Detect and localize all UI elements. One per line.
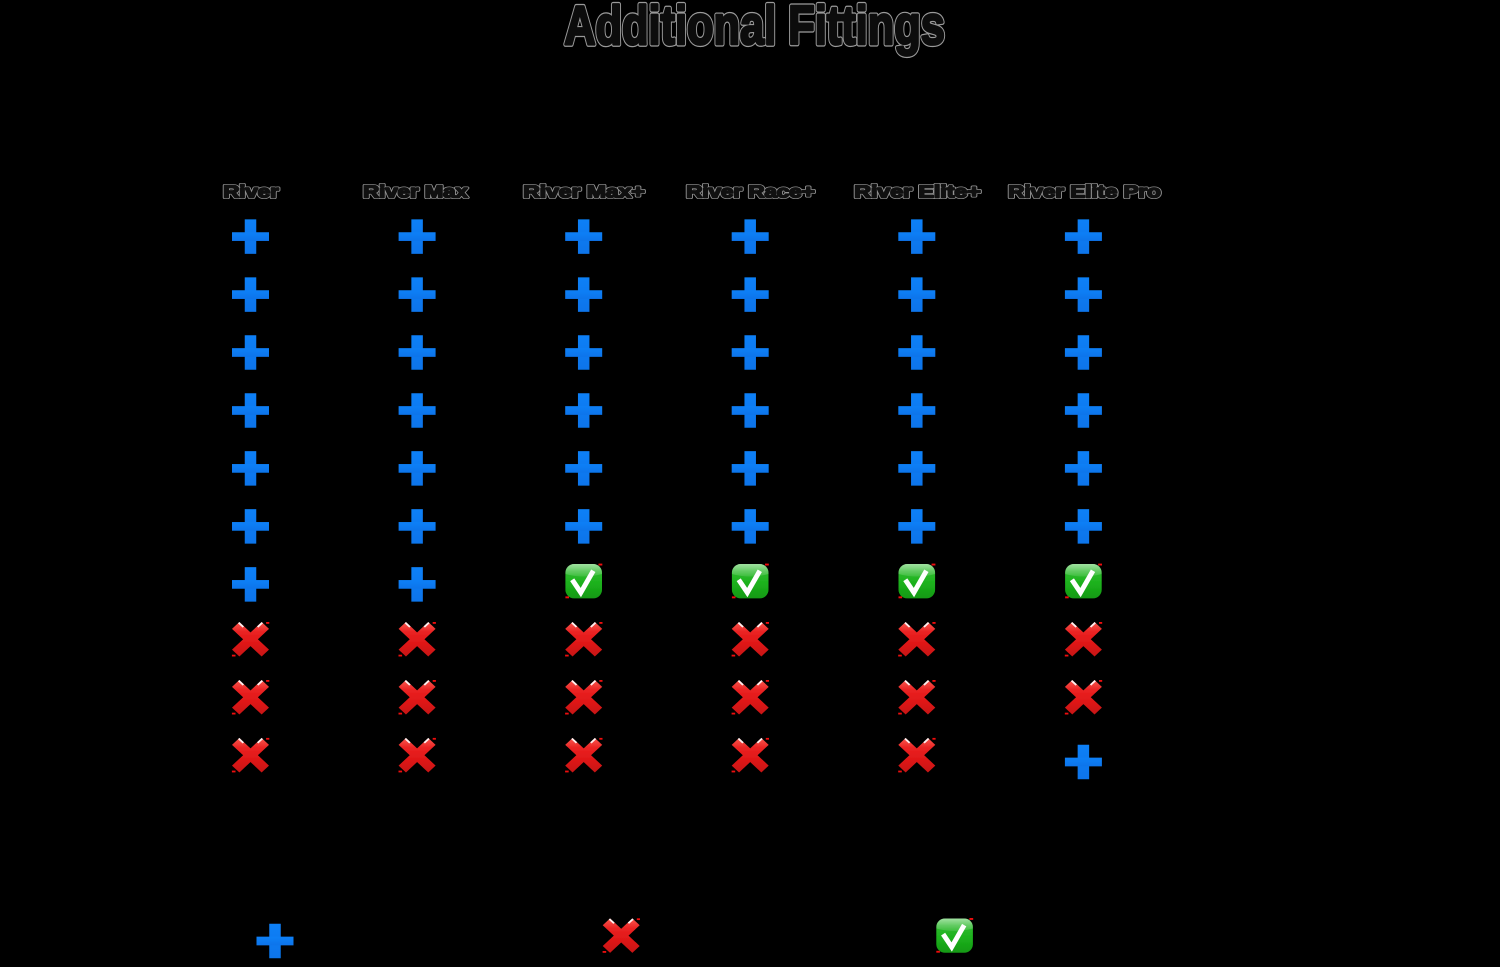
svg-text:River Race+: River Race+ <box>686 183 815 202</box>
svg-text:River Elite Pro: River Elite Pro <box>1008 183 1161 202</box>
svg-text:Additional Fittings: Additional Fittings <box>564 0 945 56</box>
svg-text:River Max+: River Max+ <box>523 183 645 202</box>
svg-text:River Elite+: River Elite+ <box>854 182 980 202</box>
svg-text:River Elite+: River Elite+ <box>854 182 980 202</box>
svg-text:River: River <box>223 183 279 202</box>
svg-text:River Max: River Max <box>363 182 468 201</box>
svg-text:River Elite Pro: River Elite Pro <box>1008 183 1161 202</box>
svg-text:River Race+: River Race+ <box>686 183 815 202</box>
svg-text:River Max: River Max <box>363 182 468 201</box>
svg-text:River: River <box>223 183 279 202</box>
svg-text:River Max+: River Max+ <box>523 183 645 202</box>
svg-text:Additional Fittings: Additional Fittings <box>564 0 945 56</box>
